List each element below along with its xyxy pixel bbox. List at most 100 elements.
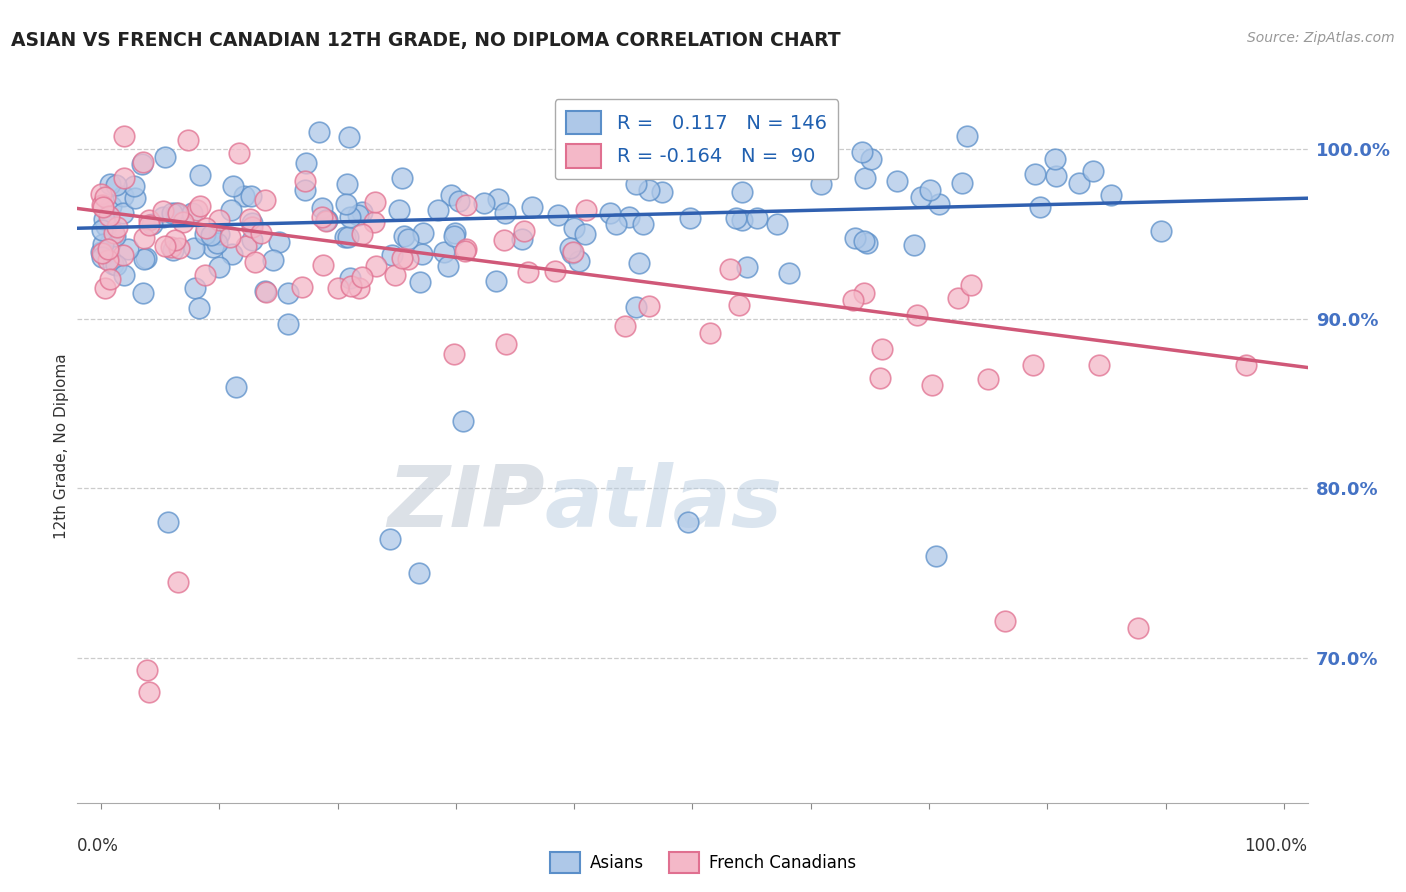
Point [409, 275, 432, 289]
Point [599, 206, 621, 220]
Point [725, 211, 748, 225]
Point [294, 174, 316, 188]
Point [494, 206, 516, 220]
Point [613, 319, 636, 334]
Point [391, 252, 413, 266]
Point [444, 227, 467, 241]
Point [560, 241, 582, 255]
Point [486, 192, 509, 206]
Point [337, 129, 360, 144]
Point [679, 128, 702, 143]
Point [494, 233, 516, 247]
Point [870, 342, 893, 356]
Point [699, 326, 721, 340]
Point [905, 308, 928, 322]
Point [853, 234, 876, 248]
Point [294, 183, 316, 197]
Point [1128, 621, 1150, 635]
Point [340, 279, 363, 293]
Point [90, 198, 112, 212]
Point [925, 549, 948, 564]
Point [152, 210, 174, 224]
Point [308, 125, 330, 139]
Point [412, 226, 434, 240]
Point [97, 242, 120, 256]
Point [810, 177, 832, 191]
Point [347, 281, 370, 295]
Point [90, 246, 112, 260]
Point [155, 239, 177, 253]
Point [1150, 224, 1173, 238]
Point [1067, 177, 1090, 191]
Point [166, 574, 188, 589]
Point [96, 252, 118, 267]
Text: ZIP: ZIP [387, 461, 546, 545]
Point [853, 286, 876, 301]
Point [134, 231, 156, 245]
Point [188, 199, 211, 213]
Point [512, 232, 534, 246]
Point [928, 197, 950, 211]
Point [392, 229, 415, 244]
Point [135, 251, 157, 265]
Point [516, 265, 538, 279]
Point [207, 235, 229, 250]
Point [124, 191, 146, 205]
Y-axis label: 12th Grade, No Diploma: 12th Grade, No Diploma [53, 353, 69, 539]
Point [112, 268, 135, 283]
Point [132, 155, 155, 169]
Point [918, 182, 941, 196]
Point [240, 188, 263, 202]
Point [312, 258, 335, 272]
Point [98, 236, 121, 251]
Point [411, 246, 433, 260]
Text: atlas: atlas [546, 461, 783, 545]
Point [574, 227, 596, 241]
Point [396, 252, 419, 266]
Point [240, 233, 263, 247]
Point [454, 244, 477, 259]
Point [718, 262, 741, 277]
Point [724, 135, 747, 149]
Point [599, 153, 621, 167]
Point [104, 228, 127, 243]
Point [1043, 153, 1066, 167]
Point [977, 372, 1000, 386]
Point [1088, 359, 1111, 373]
Point [447, 194, 470, 209]
Point [90, 187, 112, 202]
Point [730, 185, 752, 199]
Point [91, 223, 114, 237]
Point [291, 280, 314, 294]
Point [747, 211, 769, 225]
Point [183, 281, 205, 295]
Point [364, 260, 387, 274]
Point [522, 200, 544, 214]
Point [728, 298, 751, 312]
Legend: R =   0.117   N = 146, R = -0.164   N =  90: R = 0.117 N = 146, R = -0.164 N = 90 [554, 99, 838, 179]
Point [240, 220, 263, 235]
Point [136, 663, 159, 677]
Point [547, 208, 569, 222]
Point [201, 240, 224, 254]
Point [250, 226, 273, 240]
Point [630, 145, 652, 159]
Point [219, 230, 242, 244]
Point [605, 217, 627, 231]
Point [513, 224, 536, 238]
Point [335, 196, 357, 211]
Point [262, 253, 284, 268]
Point [94, 219, 117, 233]
Point [651, 186, 673, 200]
Point [152, 204, 174, 219]
Point [454, 198, 477, 212]
Point [240, 216, 263, 230]
Point [384, 268, 406, 282]
Text: Source: ZipAtlas.com: Source: ZipAtlas.com [1247, 31, 1395, 45]
Point [93, 211, 115, 226]
Point [117, 242, 139, 256]
Point [1234, 359, 1257, 373]
Point [433, 244, 456, 259]
Point [94, 281, 117, 295]
Point [112, 171, 135, 186]
